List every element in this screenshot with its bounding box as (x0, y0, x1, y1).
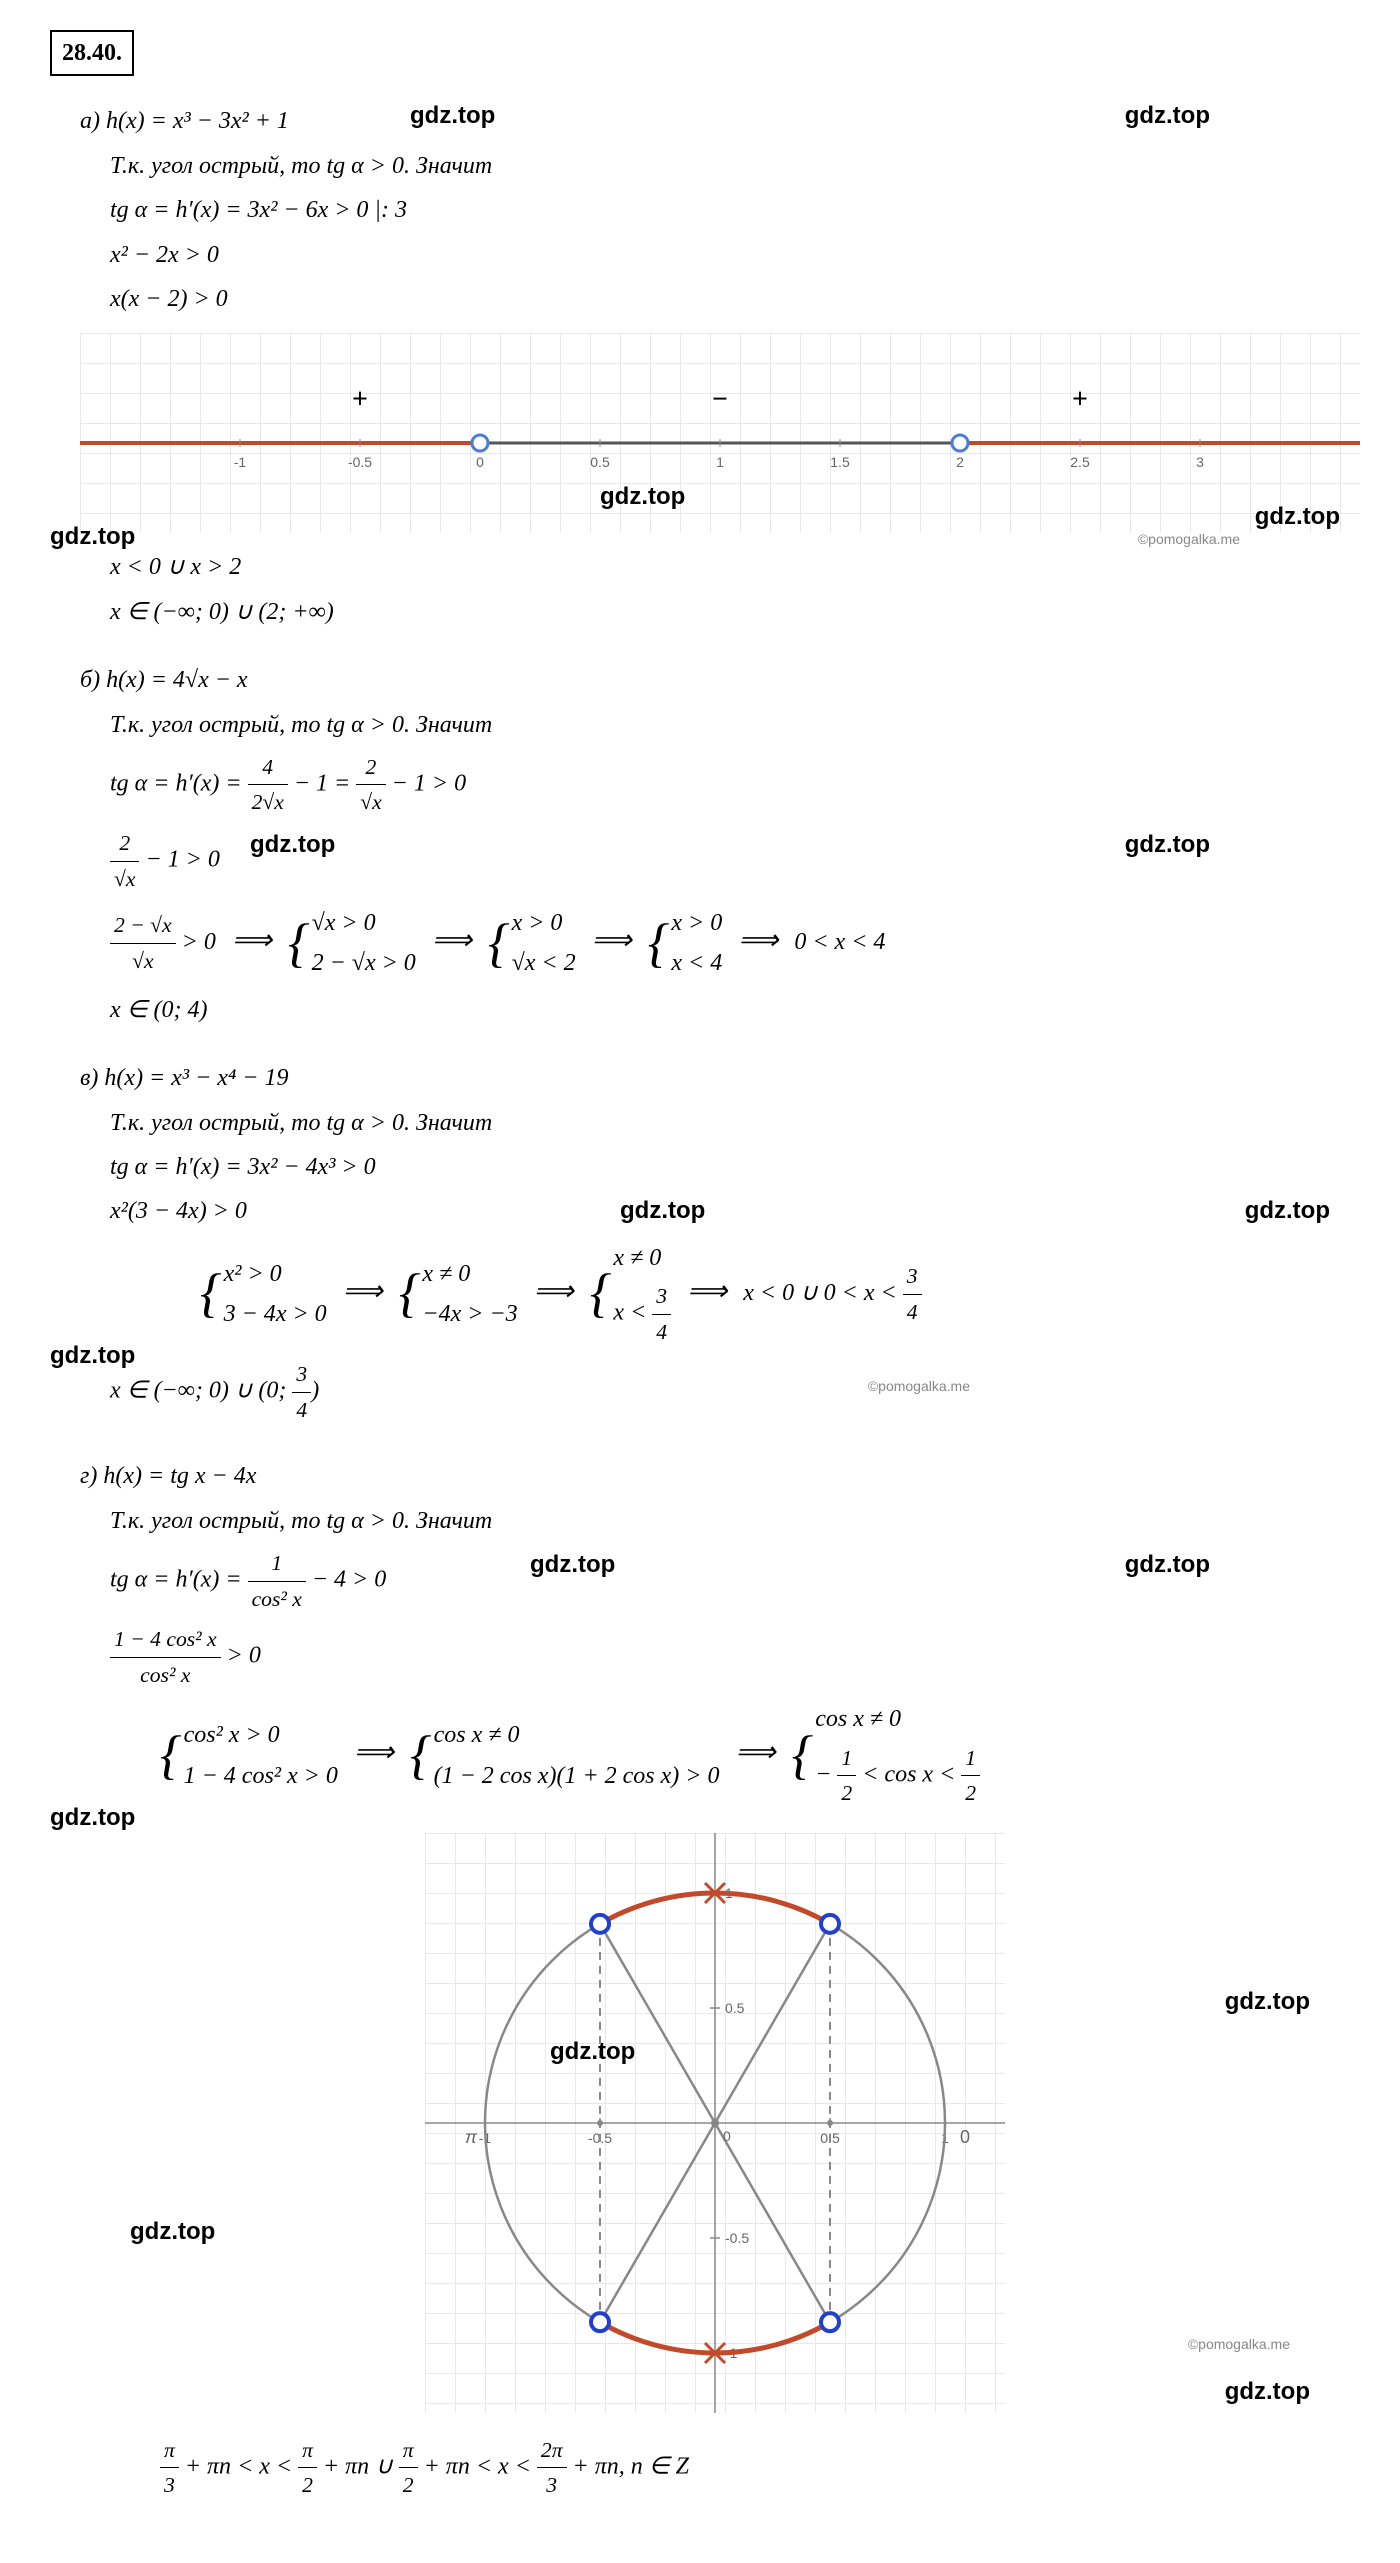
final-answer-g: π3 + πn < x < π2 + πn ∪ π2 + πn < x < 2π… (80, 2433, 1350, 2503)
svg-text:2.5: 2.5 (1070, 454, 1090, 470)
system-v: {x² > 03 − 4x > 0 ⟹ {x ≠ 0−4x > −3 ⟹ {x … (80, 1237, 1350, 1351)
section-label: в) (80, 1065, 98, 1091)
deriv-g: tg α = h′(x) = 1cos² x − 4 > 0 gdz.top g… (80, 1546, 1350, 1616)
watermark: gdz.top (1125, 1546, 1210, 1584)
watermark: gdz.top (620, 1192, 705, 1230)
result-b: x ∈ (0; 4) (80, 991, 1350, 1029)
watermark: gdz.top (550, 2033, 635, 2071)
svg-text:0.5: 0.5 (725, 2000, 745, 2016)
system-g: {cos² x > 01 − 4 cos² x > 0 ⟹ {cos x ≠ 0… (80, 1698, 1350, 1812)
svg-text:1.5: 1.5 (830, 454, 850, 470)
watermark: gdz.top (1225, 1983, 1310, 2021)
watermark: gdz.top (600, 478, 685, 516)
watermark: gdz.top (1125, 826, 1210, 864)
watermark: gdz.top (250, 826, 335, 864)
svg-text:+: + (1072, 384, 1088, 415)
deriv-b: tg α = h′(x) = 42√x − 1 = 2√x − 1 > 0 (80, 750, 1350, 820)
svg-text:+: + (352, 384, 368, 415)
func-v: h(x) = x³ − x⁴ − 19 (104, 1065, 288, 1091)
result-v: x ∈ (−∞; 0) ∪ (0; 34) ©pomogalka.me (80, 1357, 1350, 1427)
func-a: h(x) = x³ − 3x² + 1 (106, 108, 289, 134)
watermark: gdz.top (50, 1799, 135, 1837)
svg-text:-1: -1 (234, 454, 247, 470)
svg-text:0.5: 0.5 (590, 454, 610, 470)
section-v: в) h(x) = x³ − x⁴ − 19 Т.к. угол острый,… (50, 1059, 1350, 1427)
svg-text:π: π (465, 2127, 478, 2147)
watermark-small: ©pomogalka.me (868, 1375, 970, 1397)
svg-text:1: 1 (716, 454, 724, 470)
problem-number: 28.40. (50, 30, 134, 76)
func-b: h(x) = 4√x − x (106, 667, 248, 693)
watermark: gdz.top (1255, 498, 1340, 536)
svg-text:3: 3 (1196, 454, 1204, 470)
watermark: gdz.top (1245, 1192, 1330, 1230)
section-label: а) (80, 108, 100, 134)
section-label: г) (80, 1463, 97, 1489)
watermark: gdz.top (1225, 2373, 1310, 2411)
result2-a: x ∈ (−∞; 0) ∪ (2; +∞) (80, 593, 1350, 631)
func-g: h(x) = tg x − 4x (103, 1463, 256, 1489)
condition-b: Т.к. угол острый, то tg α > 0. Значит (80, 706, 1350, 744)
deriv-v: tg α = h′(x) = 3x² − 4x³ > 0 (80, 1148, 1350, 1186)
step-g1: 1 − 4 cos² xcos² x > 0 (80, 1622, 1350, 1692)
svg-text:-0.5: -0.5 (725, 2230, 749, 2246)
section-label: б) (80, 667, 100, 693)
watermark: gdz.top (1125, 97, 1210, 135)
result1-a: x < 0 ∪ x > 2 (80, 548, 1350, 586)
svg-text:-0.5: -0.5 (348, 454, 372, 470)
condition-g: Т.к. угол острый, то tg α > 0. Значит (80, 1502, 1350, 1540)
step1-a: x² − 2x > 0 (80, 236, 1350, 274)
watermark: gdz.top (50, 518, 135, 556)
step-b1: 2√x − 1 > 0 gdz.top gdz.top (80, 826, 1350, 896)
svg-text:0: 0 (476, 454, 484, 470)
section-a: а) h(x) = x³ − 3x² + 1 gdz.top gdz.top Т… (50, 102, 1350, 631)
watermark: gdz.top (410, 97, 495, 135)
condition-v: Т.к. угол острый, то tg α > 0. Значит (80, 1104, 1350, 1142)
condition-a: Т.к. угол острый, то tg α > 0. Значит (80, 147, 1350, 185)
svg-text:−: − (712, 384, 728, 415)
watermark-small: ©pomogalka.me (1188, 2333, 1290, 2355)
svg-text:0: 0 (723, 2128, 731, 2144)
section-g: г) h(x) = tg x − 4x Т.к. угол острый, то… (50, 1457, 1350, 2503)
number-line-chart: -1 -0.5 0 0.5 1 1.5 2 2.5 3 + − + (80, 333, 1360, 533)
watermark: gdz.top (530, 1546, 615, 1584)
svg-text:2: 2 (956, 454, 964, 470)
unit-circle-chart: -1-0.50.51-1-0.50.51π00 (425, 1833, 1005, 2413)
step1-v: x²(3 − 4x) > 0 gdz.top gdz.top (80, 1192, 1350, 1230)
deriv-a: tg α = h′(x) = 3x² − 6x > 0 |: 3 (80, 191, 1350, 229)
watermark-small: ©pomogalka.me (1138, 528, 1240, 550)
watermark: gdz.top (130, 2213, 215, 2251)
svg-text:0: 0 (960, 2127, 970, 2147)
section-b: б) h(x) = 4√x − x Т.к. угол острый, то t… (50, 661, 1350, 1029)
step-b2: 2 − √x√x > 0 ⟹ {√x > 02 − √x > 0 ⟹ {x > … (80, 902, 1350, 985)
step2-a: x(x − 2) > 0 (80, 280, 1350, 318)
